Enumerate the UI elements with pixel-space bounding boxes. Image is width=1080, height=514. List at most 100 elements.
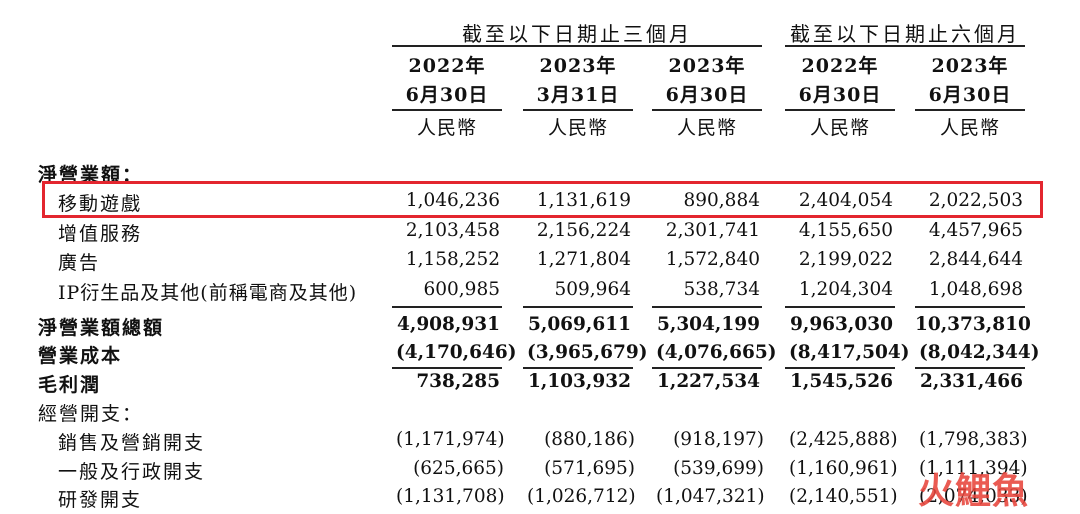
column-header-3: 2023年 6月30日 [652, 52, 762, 110]
group-rule-six-months [785, 45, 1025, 47]
currency-label: 人民幣 [676, 117, 737, 139]
cell-value: (3,965,679) [527, 342, 648, 363]
currency-label: 人民幣 [939, 117, 1000, 139]
cell-value: 10,373,810 [915, 314, 1031, 335]
cell-value: (1,160,961) [789, 458, 898, 479]
subtotal-rule [392, 306, 502, 308]
row-label-total-revenue: 淨營業額總額 [38, 317, 165, 339]
column-date: 6月30日 [928, 84, 1012, 106]
cell-value: (571,695) [544, 458, 635, 479]
column-date: 6月30日 [798, 84, 882, 106]
column-year: 2023年 [668, 55, 746, 77]
row-label-selling-marketing: 銷售及營銷開支 [58, 432, 206, 454]
group-header-six-months: 截至以下日期止六個月 [790, 22, 1020, 46]
cell-value: 1,158,252 [405, 249, 500, 270]
cell-value: (2,140,551) [789, 486, 898, 507]
cell-value: (1,171,974) [396, 429, 505, 450]
cell-value: 4,457,965 [928, 220, 1023, 241]
row-label-section-revenue: 淨營業額： [38, 164, 144, 186]
cell-value: (1,026,712) [527, 486, 636, 507]
column-header-4: 2022年 6月30日 [785, 52, 895, 110]
highlight-box [42, 181, 1043, 218]
cell-value: 738,285 [416, 371, 500, 392]
cell-value: (2,074,033) [919, 486, 1028, 507]
column-header-1: 2022年 6月30日 [392, 52, 502, 110]
row-label-advertising: 廣告 [58, 252, 101, 274]
cell-value: (8,042,344) [919, 342, 1040, 363]
cell-value: (1,047,321) [656, 486, 765, 507]
watermark-logo: 火鯉魚 [918, 471, 1030, 512]
subtotal-rule [523, 306, 633, 308]
column-year: 2023年 [539, 55, 617, 77]
cell-value: 1,572,840 [665, 249, 760, 270]
cell-value: 2,156,224 [536, 220, 631, 241]
column-date: 6月30日 [405, 84, 489, 106]
column-rule [652, 109, 762, 111]
cell-value: 2,404,054 [798, 190, 893, 211]
cell-value: (1,798,383) [919, 429, 1028, 450]
cell-value: 2,331,466 [920, 371, 1023, 392]
cell-value: (4,076,665) [656, 342, 777, 363]
column-year: 2022年 [801, 55, 879, 77]
row-label-gross-profit: 毛利潤 [38, 374, 102, 396]
subtotal-rule [785, 306, 895, 308]
cell-value: 4,908,931 [397, 314, 500, 335]
cell-value: 1,204,304 [798, 279, 893, 300]
gross-profit-rule [523, 367, 633, 369]
row-label-value-added-services: 增值服務 [58, 223, 143, 245]
cell-value: 509,964 [554, 279, 631, 300]
cell-value: (539,699) [673, 458, 764, 479]
currency-label: 人民幣 [416, 117, 477, 139]
cell-value: 1,131,619 [536, 190, 631, 211]
row-label-ip-derivatives: IP衍生品及其他(前稱電商及其他) [58, 282, 358, 304]
cell-value: (2,425,888) [789, 429, 898, 450]
group-header-three-months: 截至以下日期止三個月 [462, 22, 692, 46]
row-label-cost-of-revenue: 營業成本 [38, 345, 123, 367]
group-rule-three-months [392, 45, 762, 47]
column-rule [915, 109, 1025, 111]
column-header-5: 2023年 6月30日 [915, 52, 1025, 110]
cell-value: (625,665) [413, 458, 504, 479]
subtotal-rule [652, 306, 762, 308]
cell-value: (4,170,646) [396, 342, 517, 363]
column-year: 2022年 [408, 55, 486, 77]
column-year: 2023年 [931, 55, 1009, 77]
row-label-mobile-games: 移動遊戲 [58, 193, 143, 215]
row-label-research-development: 研發開支 [58, 489, 143, 511]
cell-value: 1,048,698 [928, 279, 1023, 300]
cell-value: 9,963,030 [790, 314, 893, 335]
cell-value: (880,186) [544, 429, 635, 450]
cell-value: 2,103,458 [405, 220, 500, 241]
cell-value: 1,545,526 [790, 371, 893, 392]
cell-value: 5,304,199 [657, 314, 760, 335]
cell-value: 2,844,644 [928, 249, 1023, 270]
column-header-2: 2023年 3月31日 [523, 52, 633, 110]
currency-label: 人民幣 [809, 117, 870, 139]
column-rule [392, 109, 502, 111]
gross-profit-rule [915, 367, 1025, 369]
cell-value: 5,069,611 [528, 314, 631, 335]
currency-label: 人民幣 [547, 117, 608, 139]
column-date: 6月30日 [665, 84, 749, 106]
row-label-general-administrative: 一般及行政開支 [58, 461, 206, 483]
cell-value: 2,022,503 [928, 190, 1023, 211]
cell-value: 1,227,534 [657, 371, 760, 392]
cell-value: 2,199,022 [798, 249, 893, 270]
cell-value: (1,111,394) [919, 458, 1028, 479]
subtotal-rule [915, 306, 1025, 308]
cell-value: 538,734 [683, 279, 760, 300]
cell-value: (918,197) [673, 429, 764, 450]
column-rule [785, 109, 895, 111]
cell-value: 2,301,741 [665, 220, 760, 241]
column-date: 3月31日 [536, 84, 620, 106]
column-rule [523, 109, 633, 111]
cell-value: 1,103,932 [528, 371, 631, 392]
cell-value: 890,884 [683, 190, 760, 211]
gross-profit-rule [785, 367, 895, 369]
cell-value: (1,131,708) [396, 486, 505, 507]
cell-value: (8,417,504) [789, 342, 910, 363]
cell-value: 4,155,650 [798, 220, 893, 241]
row-label-section-operating-expenses: 經營開支： [38, 403, 144, 425]
gross-profit-rule [652, 367, 762, 369]
gross-profit-rule [392, 367, 502, 369]
